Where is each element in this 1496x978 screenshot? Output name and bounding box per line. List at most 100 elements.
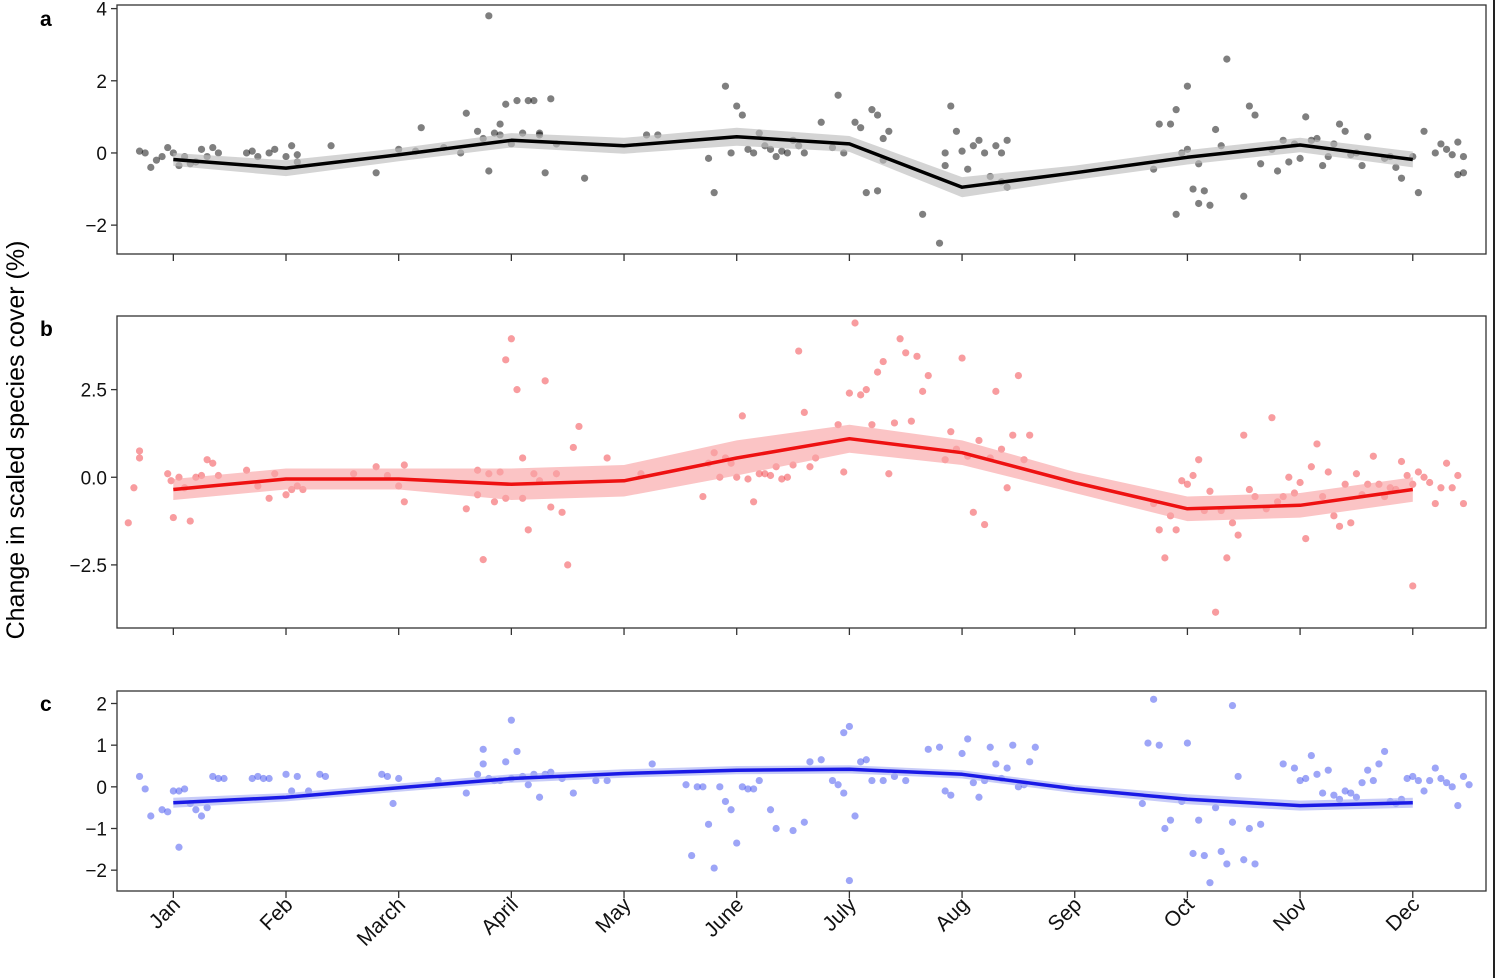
data-point (1290, 764, 1299, 772)
data-point (857, 124, 865, 132)
data-point (389, 799, 397, 808)
confidence-band (173, 765, 1413, 811)
data-point (575, 422, 583, 431)
data-point (1335, 522, 1344, 530)
data-point (1431, 499, 1439, 508)
y-tick-label: −2 (85, 216, 107, 237)
data-point (197, 145, 206, 153)
data-point (704, 154, 713, 162)
data-point (265, 149, 273, 157)
data-point (997, 149, 1006, 157)
data-point (1223, 554, 1231, 562)
data-point (969, 508, 977, 516)
data-point (750, 149, 758, 157)
data-point (1448, 151, 1456, 159)
confidence-band (173, 424, 1413, 522)
data-point (1437, 484, 1445, 492)
data-point (327, 142, 335, 150)
data-point (181, 785, 189, 793)
data-point (828, 776, 837, 785)
trend-line (173, 134, 1414, 189)
data-point (1347, 519, 1355, 527)
data-point (1426, 478, 1434, 487)
data-point (1465, 781, 1473, 789)
data-point (896, 335, 904, 343)
data-point (840, 468, 848, 476)
data-point (1189, 471, 1197, 480)
data-point (817, 118, 825, 126)
data-point (242, 149, 251, 157)
y-tick-label: 2 (96, 72, 107, 93)
data-point (1454, 801, 1462, 810)
data-point (1459, 169, 1468, 177)
data-point (1442, 459, 1451, 467)
data-point (851, 319, 859, 327)
data-point (1009, 741, 1017, 749)
data-point (716, 783, 724, 791)
panel-b: b −2.5 0.0 2.5 (40, 315, 1487, 635)
data-point (1459, 152, 1468, 161)
data-point (513, 386, 521, 394)
data-point (1206, 201, 1214, 209)
data-point (321, 772, 330, 781)
data-point (135, 447, 144, 455)
data-point (902, 776, 910, 785)
data-point (721, 797, 730, 806)
data-point (372, 169, 380, 177)
data-point (975, 136, 983, 144)
data-point (124, 519, 132, 527)
data-point (935, 743, 944, 751)
panel-a-plot: −2 0 2 4 (85, 0, 1487, 261)
data-point (885, 470, 893, 478)
data-point (873, 368, 882, 376)
data-point (1307, 463, 1315, 471)
data-point (462, 789, 470, 797)
data-point (941, 161, 949, 170)
data-point (530, 97, 538, 105)
month-label: Sep (1044, 893, 1087, 936)
y-tick-label: 4 (96, 0, 107, 21)
data-point (203, 456, 211, 464)
data-point (1358, 161, 1366, 170)
data-point (885, 127, 893, 135)
data-point (1206, 487, 1214, 495)
data-point (1189, 849, 1197, 858)
data-point (772, 152, 780, 161)
data-point (513, 747, 521, 756)
data-point (254, 772, 262, 781)
data-point (1319, 789, 1327, 797)
data-point (1414, 776, 1422, 785)
data-point (282, 770, 290, 778)
data-point (913, 352, 921, 360)
data-point (980, 520, 989, 529)
data-point (919, 210, 927, 218)
month-label: March (353, 893, 411, 951)
data-point (699, 492, 707, 501)
data-point (1397, 174, 1406, 182)
data-point (293, 151, 301, 159)
data-point (1183, 82, 1192, 90)
data-point (1195, 816, 1203, 824)
data-point (907, 417, 915, 425)
data-point (992, 760, 1000, 768)
data-point (1200, 851, 1208, 860)
month-label: Nov (1269, 893, 1312, 936)
data-point (1459, 499, 1468, 508)
data-point (209, 143, 217, 152)
data-point (862, 189, 870, 197)
data-point (964, 165, 972, 173)
data-point (1155, 741, 1163, 749)
panel-c-label: c (40, 693, 52, 716)
data-point (535, 793, 544, 801)
trend-line (173, 767, 1413, 808)
data-point (259, 774, 268, 783)
data-point (761, 470, 769, 478)
data-point (209, 772, 217, 781)
data-point (502, 100, 510, 108)
data-point (169, 513, 177, 522)
data-point (924, 745, 932, 753)
data-point (1228, 701, 1237, 710)
data-point (164, 470, 172, 478)
data-point (1324, 468, 1332, 476)
